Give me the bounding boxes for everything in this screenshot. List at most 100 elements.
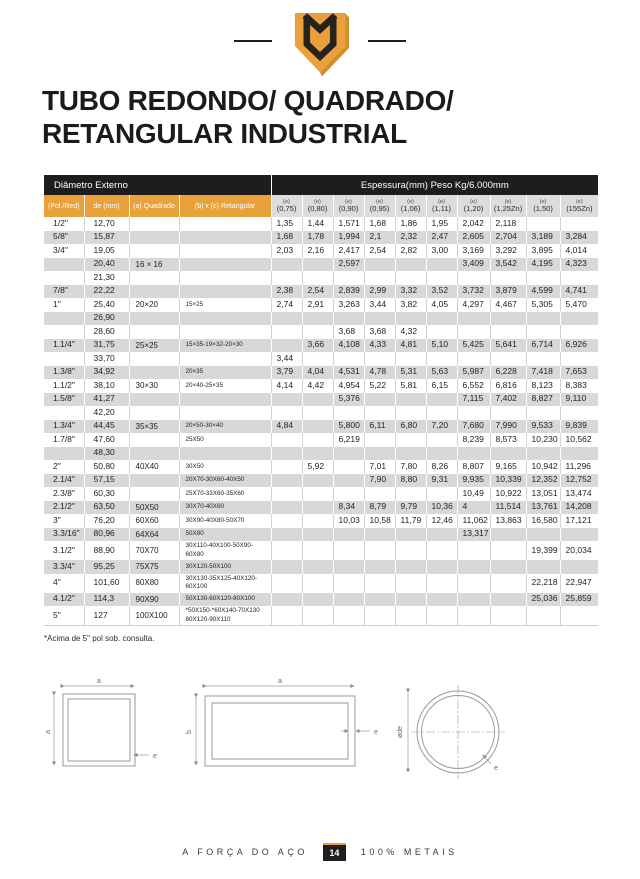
header-rule-left <box>234 40 272 42</box>
table-cell: 3,292 <box>489 244 527 258</box>
table-cell: 34,92 <box>83 365 129 379</box>
table-cell: 3,409 <box>456 257 491 271</box>
table-cell: 4,14 <box>270 379 303 393</box>
table-cell <box>363 573 396 593</box>
table-cell <box>425 573 458 593</box>
table-cell <box>270 487 303 501</box>
table-cell: 3.1/2" <box>53 544 75 555</box>
table-cell <box>363 446 396 460</box>
table-cell: *50X150-*60X140-70X130 80X120-90X110 <box>178 606 272 626</box>
table-cell: 2,99 <box>363 284 396 298</box>
table-cell <box>332 460 365 474</box>
table-cell <box>363 406 396 420</box>
table-cell: 1,44 <box>301 217 334 231</box>
table-cell: 8,80 <box>394 473 427 487</box>
table-cell: 2.1/4" <box>44 473 84 487</box>
table-row: 33,70 3,44 <box>44 352 599 366</box>
table-row: 2.1/2" 63,50 50X50 30X70-40X60 8,34 8,79 9,79 1… <box>44 500 599 514</box>
table-cell: 22,947 <box>559 573 599 593</box>
table-cell <box>525 406 561 420</box>
table-cell <box>425 487 458 501</box>
table-cell: 2,32 <box>394 230 427 244</box>
table-row: 28,60 3,68 3,68 4,32 <box>44 325 599 339</box>
table-cell <box>128 230 179 244</box>
table-cell <box>456 325 491 339</box>
header-rule-right <box>368 40 406 42</box>
table-cell <box>270 338 303 352</box>
table-cell: 28,60 <box>83 325 129 339</box>
table-cell: 5,92 <box>301 460 334 474</box>
table-cell: 3,879 <box>489 284 527 298</box>
table-cell <box>456 311 491 325</box>
table-cell <box>363 487 396 501</box>
table-cell: 17,121 <box>559 514 599 528</box>
table-cell: 4,297 <box>456 298 491 312</box>
table-cell: 3,00 <box>425 244 458 258</box>
table-cell <box>456 446 491 460</box>
table-cell: 2,54 <box>363 244 396 258</box>
table-cell: 5,63 <box>425 365 458 379</box>
table-cell <box>394 573 427 593</box>
table-cell <box>394 446 427 460</box>
table-cell: 4 <box>456 500 491 514</box>
thickness-value-label: (155Zn) <box>566 204 593 213</box>
group-header-espessura: Espessura(mm) Peso Kg/6.000mm <box>271 175 599 195</box>
table-cell <box>270 271 303 285</box>
table-cell: 14,208 <box>559 500 599 514</box>
table-cell <box>44 325 84 339</box>
rect-dim-b-left: b <box>186 730 193 734</box>
table-cell <box>301 433 334 447</box>
table-cell: 19,399 <box>525 541 561 560</box>
table-cell: 80X80 <box>128 573 179 593</box>
table-cell <box>128 487 179 501</box>
table-cell <box>270 606 303 626</box>
table-cell: 41,27 <box>83 392 129 406</box>
table-cell: 5,425 <box>456 338 491 352</box>
table-cell: 60X60 <box>128 514 179 528</box>
table-row: 7/8" 22,22 2,38 2,54 2,839 2,99 3,32 3,52 3,732 3… <box>44 284 599 298</box>
table-cell: 5,470 <box>559 298 599 312</box>
table-cell: 7,680 <box>456 419 491 433</box>
page-number-badge: 14 <box>322 843 346 861</box>
table-cell: 70X70 <box>128 541 179 560</box>
table-cell: 7/8" <box>44 284 84 298</box>
table-cell: 5,305 <box>525 298 561 312</box>
table-cell <box>489 541 527 560</box>
table-cell <box>270 560 303 574</box>
table-cell <box>332 406 365 420</box>
table-cell <box>559 527 599 541</box>
table-cell: 50X130-60X120-80X100 <box>178 592 272 606</box>
thickness-value-label: (1,50) <box>533 204 553 213</box>
table-cell: 50,80 <box>83 460 129 474</box>
table-row: 2.1/4" 57,15 20X70-30X60-40X50 7,90 8,80 9,31… <box>44 473 599 487</box>
table-cell: 10,36 <box>425 500 458 514</box>
table-cell: 30X70-40X60 <box>178 500 272 514</box>
table-cell: 22,218 <box>525 573 561 593</box>
table-cell <box>394 352 427 366</box>
table-cell: 4,741 <box>559 284 599 298</box>
table-row: 26,90 <box>44 311 599 325</box>
table-cell: 4,195 <box>525 257 561 271</box>
table-cell <box>394 527 427 541</box>
thickness-column-header: (e) (1,06) <box>394 195 427 217</box>
table-cell: 1,35 <box>270 217 303 231</box>
table-cell: 8,573 <box>489 433 527 447</box>
thickness-column-header: (e) (0,80) <box>301 195 334 217</box>
table-row: 2" 50,80 40X40 30X50 5,92 7,01 7,80 8,26 8,807 9,… <box>44 460 599 474</box>
table-cell: 2.3/8" <box>53 487 75 498</box>
table-cell: 5,81 <box>394 379 427 393</box>
table-cell: 9,839 <box>559 419 599 433</box>
table-cell <box>489 352 527 366</box>
table-row: 1/2" 12,70 1,35 1,44 1,571 1,68 1,86 1,95 2,042 2… <box>44 217 599 231</box>
table-row: 42,20 <box>44 406 599 420</box>
table-cell: 3.3/16" <box>44 527 84 541</box>
table-cell <box>394 541 427 560</box>
table-cell <box>489 527 527 541</box>
table-cell <box>425 406 458 420</box>
table-cell <box>44 311 84 325</box>
thickness-column-header: (e) (1,11) <box>425 195 458 217</box>
table-row: 3.1/2" 88,90 70X70 30X110-40X100-50X90-60X8… <box>44 541 599 560</box>
table-cell <box>332 487 365 501</box>
table-body: 1/2" 12,70 1,35 1,44 1,571 1,68 1,86 1,95 2,042 2… <box>44 217 599 626</box>
table-cell <box>44 271 84 285</box>
